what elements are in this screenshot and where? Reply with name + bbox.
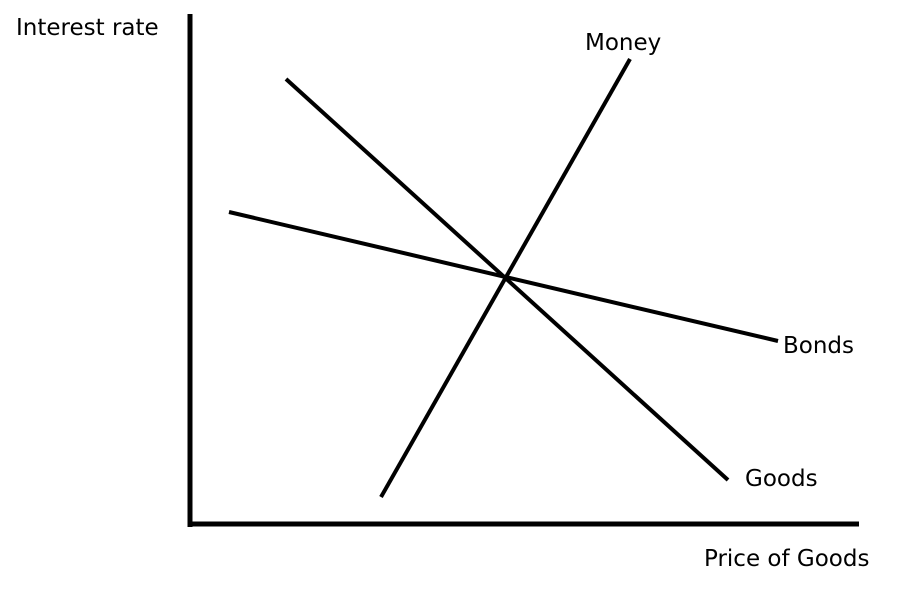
- goods-curve: [284, 77, 730, 482]
- goods-curve-label: Goods: [745, 466, 818, 492]
- money-curve-label: Money: [585, 30, 661, 56]
- x-axis-label: Price of Goods: [704, 546, 869, 572]
- bonds-curve-label: Bonds: [783, 333, 854, 359]
- y-axis-label: Interest rate: [16, 15, 159, 41]
